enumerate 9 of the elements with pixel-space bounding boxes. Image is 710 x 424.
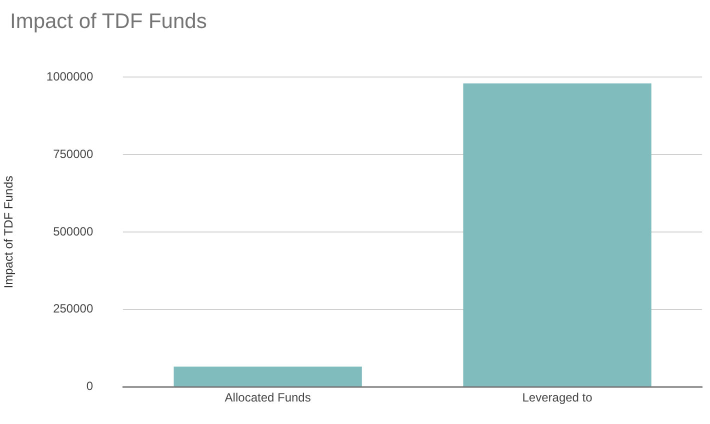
y-tick-label: 750000 [53, 146, 94, 161]
x-tick-label: Leveraged to [522, 390, 593, 404]
y-axis-title: Impact of TDF Funds [2, 176, 16, 288]
y-tick-label: 250000 [53, 302, 94, 316]
y-tick-label: 0 [86, 379, 94, 394]
x-tick-label: Allocated Funds [224, 390, 311, 404]
y-tick-label: 500000 [53, 224, 94, 238]
y-tick-label: 1000000 [46, 70, 94, 84]
chart-title: Impact of TDF Funds [10, 10, 207, 34]
